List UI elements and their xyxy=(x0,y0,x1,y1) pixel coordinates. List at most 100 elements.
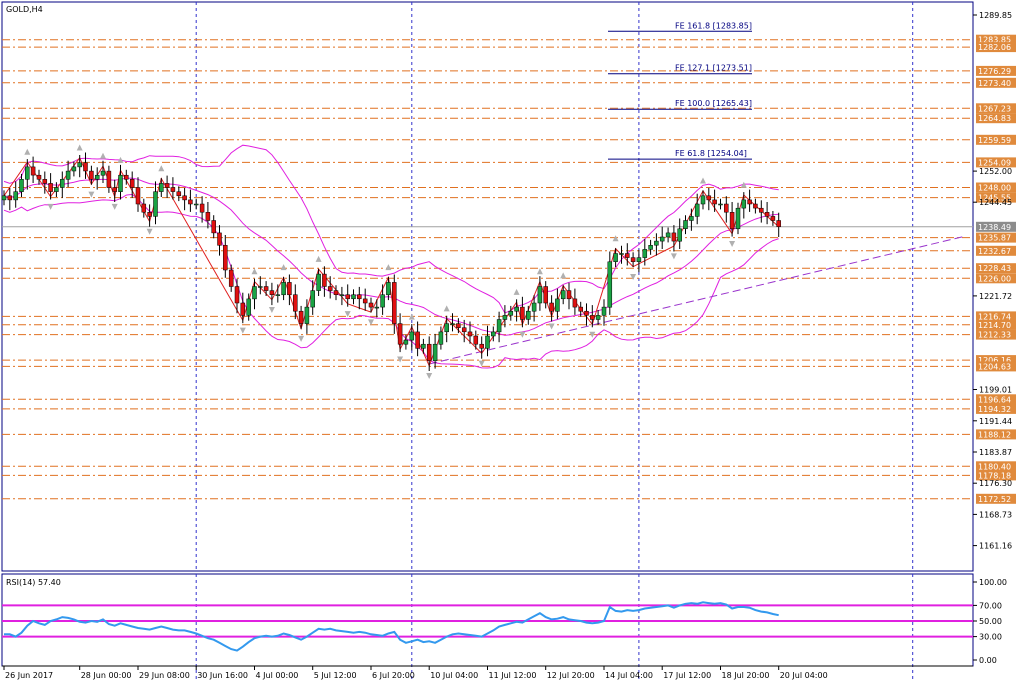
fractal-down xyxy=(630,274,637,280)
candle-body xyxy=(601,306,607,316)
candle-body xyxy=(607,261,613,308)
candle-body xyxy=(7,195,13,201)
fibo-level-label: FE 100.0 [1265.43] xyxy=(675,99,752,108)
rsi-line xyxy=(4,601,779,652)
level-tag-label: 1194.32 xyxy=(978,405,1011,414)
candle-body xyxy=(502,315,508,320)
upper-band xyxy=(3,144,779,314)
candle-body xyxy=(310,290,315,308)
rsi-panel[interactable]: RSI(14) 57.40 100.00 70.00 50.00 30.00 0.00 xyxy=(1,573,1007,680)
candle-body xyxy=(572,298,578,308)
level-tag-label: 1212.33 xyxy=(978,331,1011,340)
candle-body xyxy=(182,195,187,201)
fractal-down xyxy=(670,253,677,260)
candle-body xyxy=(590,315,595,320)
time-tick-label: 5 Jul 12:00 xyxy=(314,671,357,680)
candle-body xyxy=(199,203,205,213)
fractal-down xyxy=(589,331,596,338)
level-tag xyxy=(976,42,1016,53)
fractal-up xyxy=(443,305,450,312)
candle-body xyxy=(357,294,362,300)
candle-body xyxy=(753,203,758,209)
level-tag xyxy=(976,311,1016,322)
price-panel[interactable]: GOLD,H4 FE 161.8 [1283.85] FE 127.1 [1273… xyxy=(1,1,1016,572)
trendline xyxy=(429,235,966,365)
fractal-up xyxy=(408,313,415,320)
candle-body xyxy=(729,212,735,230)
rsi-line xyxy=(4,601,779,652)
candle-body xyxy=(764,212,770,217)
level-tag xyxy=(976,65,1016,76)
candle-body xyxy=(496,319,502,333)
fractal-down xyxy=(519,331,526,338)
time-tick-label: 12 Jul 20:00 xyxy=(547,671,595,680)
fractal-down xyxy=(268,307,275,313)
level-tag xyxy=(976,232,1016,243)
candle-body xyxy=(409,331,415,341)
fractal-down xyxy=(111,203,118,210)
candle-body xyxy=(578,306,583,312)
candle-body xyxy=(269,290,275,295)
candle-body xyxy=(159,183,164,192)
candle-body xyxy=(275,294,281,296)
candle-body xyxy=(94,174,100,180)
fibo-expansion: FE 161.8 [1283.85] FE 127.1 [1273.51] FE 1… xyxy=(608,21,752,160)
candle-body xyxy=(141,203,147,213)
candle-body xyxy=(759,207,764,213)
candle-body xyxy=(106,170,112,188)
candle-body xyxy=(514,306,519,312)
fractal-up xyxy=(117,156,124,163)
candle-body xyxy=(368,302,374,308)
level-tag-label: 1259.59 xyxy=(978,136,1011,145)
candle-body xyxy=(543,286,548,304)
fractal-up xyxy=(612,235,619,242)
candle-body xyxy=(560,290,566,300)
candle-body xyxy=(333,290,339,295)
candle-body xyxy=(19,179,24,192)
candle-body xyxy=(456,323,461,328)
candle-body xyxy=(13,191,18,201)
time-tick-label: 28 Jun 00:00 xyxy=(81,671,132,680)
candle-body xyxy=(724,203,729,213)
level-tag-label: 1264.83 xyxy=(978,114,1011,123)
fractal-down xyxy=(478,360,485,367)
candle-body xyxy=(665,232,671,238)
level-tag-label: 1216.74 xyxy=(978,312,1011,321)
price-tick-label: 1161.16 xyxy=(979,542,1012,551)
price-tick-label: 1168.73 xyxy=(979,510,1012,519)
candle-body xyxy=(537,286,543,304)
candle-body xyxy=(444,323,449,333)
price-panel-frame xyxy=(1,1,974,572)
candle-body xyxy=(700,195,706,205)
candle-body xyxy=(351,294,356,300)
candle-body xyxy=(491,331,496,337)
fractal-down xyxy=(298,335,305,342)
time-tick-label: 26 Jun 2017 xyxy=(5,671,53,680)
candle-body xyxy=(223,245,228,271)
level-tag xyxy=(976,192,1016,203)
level-tag xyxy=(976,263,1016,274)
candle-body xyxy=(83,162,88,172)
candle-body xyxy=(747,199,752,205)
level-tag xyxy=(976,182,1016,193)
price-tick-label: 1183.87 xyxy=(979,448,1012,457)
fractal-down xyxy=(239,327,246,334)
candle-body xyxy=(100,170,106,176)
candle-body xyxy=(147,212,152,217)
candle-body xyxy=(485,335,490,349)
time-tick-label: 20 Jul 04:00 xyxy=(780,671,828,680)
candle-body xyxy=(636,257,642,262)
price-tick-label: 1244.45 xyxy=(979,198,1012,207)
level-tag xyxy=(976,34,1016,45)
candle-body xyxy=(549,302,554,312)
level-tag-label: 1172.52 xyxy=(978,495,1011,504)
fractal-up xyxy=(740,181,747,188)
candle-body xyxy=(718,203,723,206)
lower-band xyxy=(3,193,779,369)
level-tag-label: 1248.00 xyxy=(978,184,1011,193)
candle-body xyxy=(694,203,700,217)
candle-body xyxy=(648,245,653,250)
level-tag xyxy=(976,329,1016,340)
